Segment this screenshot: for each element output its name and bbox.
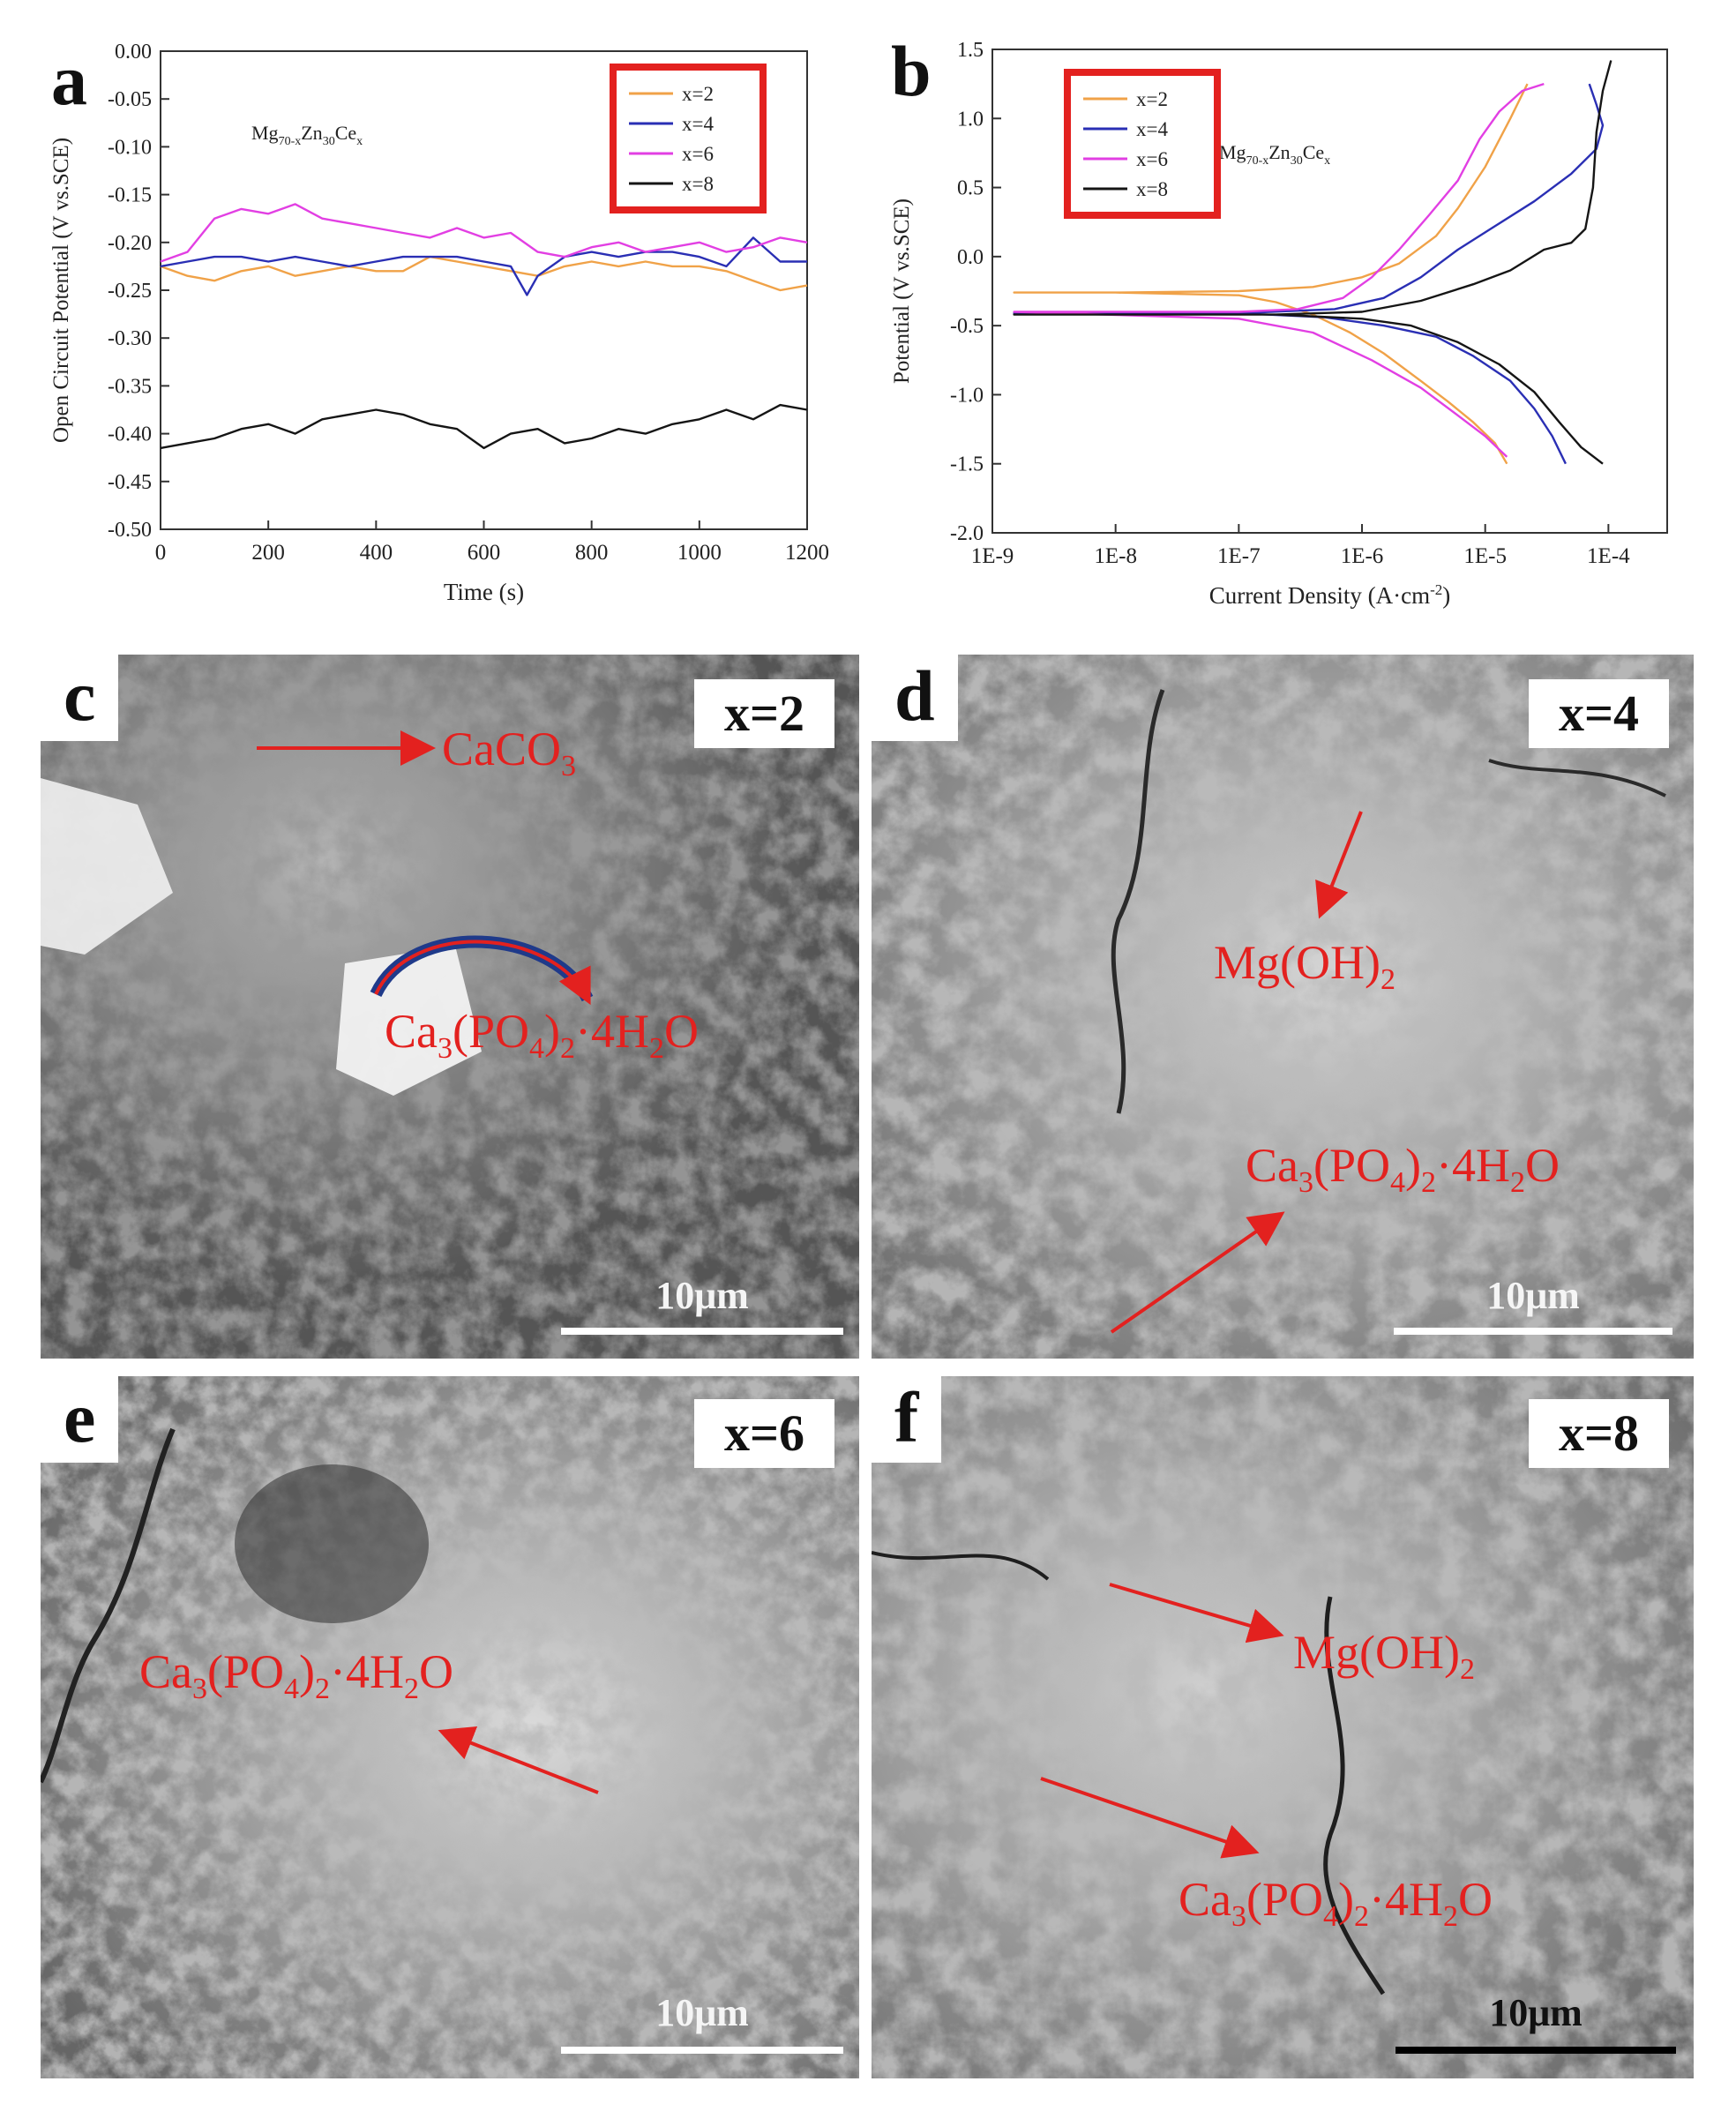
legend-label-x4: x=4 [1136, 118, 1168, 140]
legend-label-x8: x=8 [682, 173, 714, 195]
series-line-x6 [160, 203, 808, 263]
series-line-x8 [1013, 60, 1613, 465]
plot-frame [991, 49, 1668, 534]
legend-label-x8: x=8 [1136, 178, 1168, 200]
chart-open-circuit-potential: 0.00 -0.05 -0.10 -0.15 -0.20 -0.25 -0.30 -0.35 -… [49, 41, 829, 605]
legend-box [1064, 69, 1221, 219]
label-caco3-c: CaCO3 [442, 723, 576, 782]
y-tick-label: 0.00 [115, 41, 152, 64]
y-axis-label: Open Circuit Potential (V vs.SCE) [49, 138, 73, 443]
panel-letter-e: e [41, 1376, 119, 1463]
label-caphos-d: Ca3(PO4)2·4H2O [1246, 1139, 1560, 1199]
x-tick-label: 1E-7 [1217, 544, 1261, 568]
x-tick-label: 1E-9 [971, 544, 1014, 568]
scale-bar-f: 10μm [1396, 1994, 1676, 2057]
panel-letter-a: a [51, 40, 87, 120]
x-tick-label: 600 [468, 541, 501, 565]
y-tick-label: -0.50 [108, 519, 152, 542]
x-tick-label: 200 [251, 541, 285, 565]
annotation-arrows-e [438, 1726, 599, 1794]
sem-texture [872, 1376, 1694, 2078]
y-tick-label: 0.0 [957, 246, 984, 269]
y-tick-label: 0.5 [957, 177, 984, 200]
label-caphos-f: Ca3(PO4)2·4H2O [1179, 1873, 1493, 1933]
x-tick-label: 1E-8 [1094, 544, 1137, 568]
label-caphos-c: Ca3(PO4)2·4H2O [385, 1005, 699, 1065]
y-tick-label: -0.5 [950, 315, 984, 338]
y-tick-label: -0.45 [108, 471, 152, 494]
legend-label-x6: x=6 [682, 143, 714, 165]
y-tick-label: -0.15 [108, 184, 152, 207]
sem-texture [41, 655, 859, 1359]
label-mgoh-f: Mg(OH)2 [1293, 1626, 1475, 1686]
scale-bar-e: 10μm [561, 1994, 843, 2057]
panel-letter-d: d [872, 655, 958, 741]
series-line-x2 [160, 255, 808, 292]
sample-label-f: x=8 [1528, 1399, 1669, 1468]
annotation-arrows-d [1110, 811, 1363, 1334]
series-line-x4 [160, 236, 807, 296]
legend-box [610, 64, 767, 213]
label-mgoh-d: Mg(OH)2 [1214, 936, 1396, 996]
y-tick-label: -0.05 [108, 88, 152, 111]
y-tick-label: 1.0 [957, 108, 984, 131]
panel-letter-c: c [41, 655, 119, 741]
y-axis-label: Potential (V vs.SCE) [890, 198, 914, 384]
chart-polarization-curve: 1.5 1.0 0.5 0.0 -0.5 -1.0 -1.5 -2.01E-9 1E-8 1E-7… [890, 39, 1668, 609]
scale-bar-c: 10μm [561, 1277, 843, 1338]
y-tick-label: -1.0 [950, 384, 984, 407]
legend-label-x6: x=6 [1136, 148, 1168, 170]
y-tick-label: -0.25 [108, 280, 152, 303]
panel-letter-b: b [891, 31, 932, 111]
y-tick-label: 1.5 [957, 39, 984, 62]
x-tick-label: 1000 [677, 541, 722, 565]
series-line-x8 [160, 403, 808, 450]
x-tick-label: 800 [575, 541, 609, 565]
x-tick-label: 1E-4 [1587, 544, 1630, 568]
x-tick-label: 1E-5 [1463, 544, 1507, 568]
y-tick-label: -0.20 [108, 232, 152, 255]
x-axis-label: Current Density (A·cm-2) [1209, 581, 1451, 609]
legend-label-x2: x=2 [682, 83, 714, 105]
scale-bar-d: 10μm [1394, 1277, 1672, 1338]
legend-label-x2: x=2 [1136, 88, 1168, 110]
sem-image-d: d x=4 Mg(OH)2 Ca3(PO4)2·4H2O 10μm [872, 655, 1694, 1359]
x-axis-label: Time (s) [444, 579, 524, 605]
panel-letter-f: f [872, 1376, 942, 1463]
x-tick-label: 1200 [785, 541, 829, 565]
y-tick-label: -2.0 [950, 522, 984, 545]
sample-label-c: x=2 [693, 679, 834, 748]
y-tick-label: -0.40 [108, 423, 152, 446]
sem-image-e: e x=6 Ca3(PO4)2·4H2O 10μm [41, 1376, 859, 2078]
legend-label-x4: x=4 [682, 113, 714, 135]
x-tick-label: 0 [155, 541, 167, 565]
annotation-arrows-f [1040, 1583, 1284, 1859]
y-tick-label: -0.35 [108, 375, 152, 398]
sem-image-c: c x=2 CaCO3 Ca3(PO4)2·4H2O 10μm [41, 655, 859, 1359]
composition-annotation: Mg70-xZn30Cex [251, 122, 363, 148]
sample-label-d: x=4 [1528, 679, 1669, 748]
x-tick-label: 400 [360, 541, 393, 565]
y-tick-label: -0.10 [108, 136, 152, 159]
label-caphos-e: Ca3(PO4)2·4H2O [139, 1645, 453, 1705]
sample-label-e: x=6 [693, 1399, 834, 1468]
x-tick-label: 1E-6 [1341, 544, 1384, 568]
series-line-x6 [1013, 82, 1545, 458]
series-line-x2 [1013, 83, 1529, 465]
sem-texture [41, 1376, 859, 2078]
y-tick-label: -0.30 [108, 327, 152, 350]
y-tick-label: -1.5 [950, 453, 984, 476]
composition-annotation: Mg70-xZn30Cex [1219, 141, 1330, 168]
series-line-x4 [1013, 83, 1605, 465]
annotation-arrows-c [257, 730, 594, 1006]
sem-image-f: f x=8 Mg(OH)2 Ca3(PO4)2·4H2O 10μm [872, 1376, 1694, 2078]
